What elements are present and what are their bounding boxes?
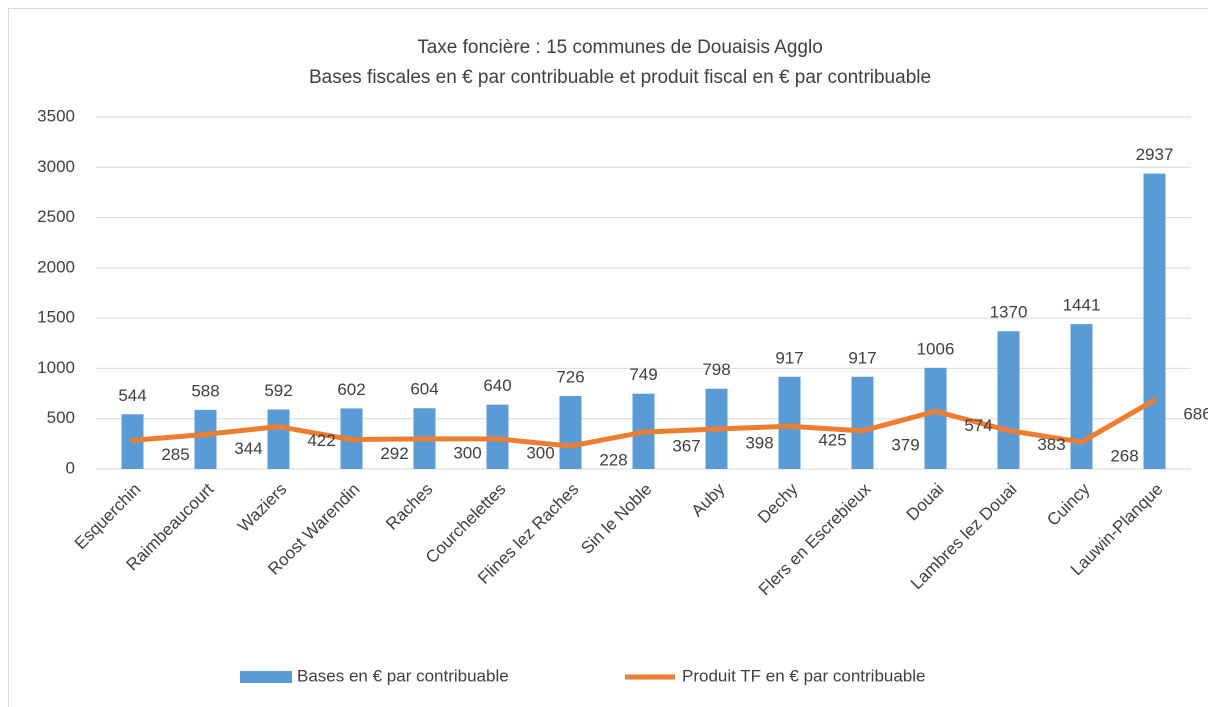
line-value-label: 292: [380, 444, 408, 463]
line-value-label: 285: [161, 445, 189, 464]
bar-value-label: 640: [483, 376, 511, 395]
y-tick-label: 2000: [37, 257, 75, 276]
chart-border: [8, 8, 1208, 707]
chart-subtitle: Bases fiscales en € par contribuable et …: [309, 67, 931, 88]
line-value-label: 686: [1183, 404, 1208, 423]
bar: [1143, 173, 1166, 470]
line-value-label: 379: [891, 435, 919, 454]
bar: [559, 395, 582, 469]
line-value-label: 344: [234, 439, 262, 458]
bar-value-label: 544: [118, 386, 146, 405]
bar-value-label: 588: [191, 381, 219, 400]
line-value-label: 425: [818, 431, 846, 450]
y-tick-label: 1000: [37, 358, 75, 377]
bar-value-label: 602: [337, 380, 365, 399]
bar-value-label: 917: [848, 348, 876, 367]
bar-value-label: 749: [629, 365, 657, 384]
legend-label: Produit TF en € par contribuable: [682, 666, 926, 685]
bar-value-label: 917: [775, 348, 803, 367]
bar: [194, 409, 217, 469]
bar: [997, 331, 1020, 469]
y-tick-label: 3000: [37, 157, 75, 176]
line-value-label: 574: [964, 416, 992, 435]
bar-value-label: 604: [410, 380, 438, 399]
line-value-label: 383: [1037, 435, 1065, 454]
bar-value-label: 1006: [917, 339, 955, 358]
y-tick-label: 500: [47, 408, 75, 427]
bar-value-label: 798: [702, 360, 730, 379]
line-value-label: 268: [1110, 447, 1138, 466]
legend-swatch: [240, 671, 292, 683]
line-value-label: 398: [745, 433, 773, 452]
y-tick-label: 3500: [37, 106, 75, 125]
bar: [267, 409, 290, 469]
bar-value-label: 1370: [990, 303, 1028, 322]
line: [130, 397, 1157, 449]
y-tick-label: 1500: [37, 308, 75, 327]
legend-label: Bases en € par contribuable: [297, 666, 509, 685]
bar: [924, 367, 947, 469]
bar: [1070, 324, 1093, 469]
line-value-label: 300: [526, 443, 554, 462]
y-tick-label: 2500: [37, 207, 75, 226]
line-value-label: 422: [307, 431, 335, 450]
bar-value-label: 2937: [1136, 145, 1174, 164]
bar-value-label: 1441: [1063, 296, 1101, 315]
line-value-label: 228: [599, 451, 627, 470]
line-value-label: 367: [672, 437, 700, 456]
bar: [851, 376, 874, 469]
chart-title: Taxe foncière : 15 communes de Douaisis …: [417, 37, 823, 58]
bar: [778, 376, 801, 469]
y-tick-label: 0: [66, 458, 75, 477]
bar-value-label: 592: [264, 381, 292, 400]
line-value-label: 300: [453, 443, 481, 462]
bar-value-label: 726: [556, 367, 584, 386]
